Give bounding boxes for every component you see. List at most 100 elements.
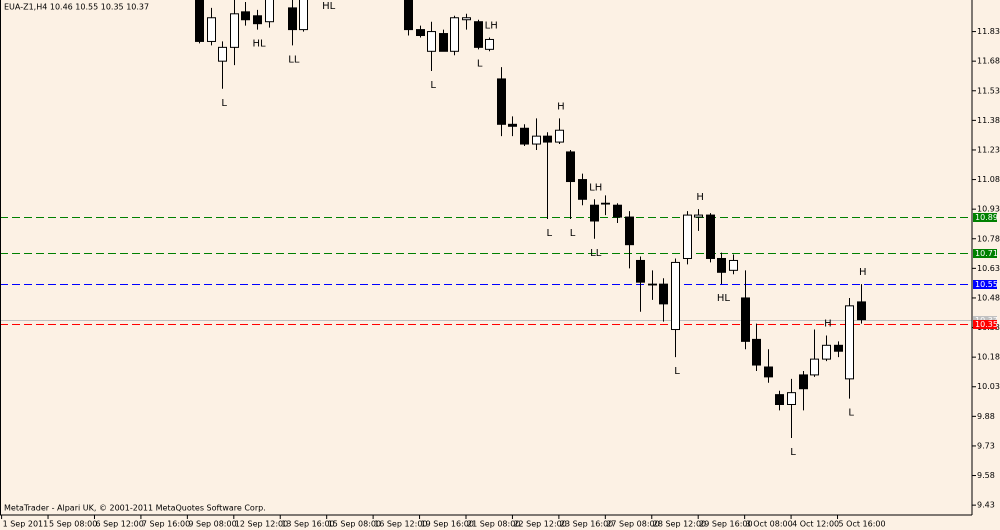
candle-body <box>764 366 773 378</box>
candle-body <box>218 46 227 62</box>
x-tick-label: 21 Sep 08:00 <box>467 520 520 529</box>
swing-label: LL <box>590 248 602 259</box>
candle-body <box>671 261 680 331</box>
candle-body <box>450 17 459 52</box>
y-tick-label: 9.58 <box>977 471 995 480</box>
candle-body <box>543 135 552 143</box>
swing-label: HL <box>717 293 731 304</box>
candle-body <box>497 78 506 125</box>
level-label: 10.35 <box>975 320 998 329</box>
y-tick-label: 11.08 <box>977 175 1000 184</box>
candle-body <box>601 202 610 205</box>
y-tick-label: 10.03 <box>977 382 1000 391</box>
level-tag <box>973 320 997 329</box>
swing-label: H <box>557 101 565 112</box>
candle-body <box>752 338 761 366</box>
chart-title: EUA-Z1,H4 10.46 10.55 10.35 10.37 <box>4 3 149 12</box>
x-tick-label: 13 Sep 16:00 <box>281 520 334 529</box>
candle-body <box>207 17 216 42</box>
swing-label: H <box>696 192 704 203</box>
level-tag <box>973 213 997 222</box>
y-tick-label: 11.38 <box>977 116 1000 125</box>
candle-body <box>427 31 436 52</box>
level-label: 10.55 <box>975 280 998 289</box>
candle-body <box>741 297 750 342</box>
level-tag <box>973 249 997 258</box>
candle-body <box>439 33 448 52</box>
candle-body <box>799 374 808 390</box>
candle-body <box>683 214 692 259</box>
y-tick-label: 11.83 <box>977 27 1000 36</box>
swing-label: L <box>570 228 576 239</box>
swing-label: HL <box>322 1 336 12</box>
x-tick-label: 4 Oct 12:00 <box>792 520 839 529</box>
candle-body <box>625 216 634 246</box>
swing-label: L <box>546 228 552 239</box>
candle-body <box>578 179 587 200</box>
candle-body <box>659 283 668 305</box>
footer: MetaTrader - Alpari UK, © 2001-2011 Meta… <box>4 504 266 513</box>
candle-body <box>706 214 715 259</box>
x-tick-label: 6 Sep 12:00 <box>95 520 143 529</box>
y-tick-label: 11.53 <box>977 86 1000 95</box>
x-tick-label: 5 Sep 08:00 <box>49 520 97 529</box>
candle-body <box>265 0 274 23</box>
candle-body <box>834 344 843 352</box>
candle-body <box>822 344 831 360</box>
candle-body <box>694 214 703 218</box>
y-tick-label: 10.93 <box>977 205 1000 214</box>
swing-label: L <box>848 408 854 419</box>
x-tick-label: 7 Sep 16:00 <box>142 520 190 529</box>
candle-body <box>485 38 494 50</box>
y-tick-label: 11.23 <box>977 145 1000 154</box>
candle-body <box>810 358 819 376</box>
candle-body <box>230 13 239 48</box>
candle-body <box>857 301 866 321</box>
candle-body <box>474 21 483 48</box>
y-tick-label: 11.68 <box>977 57 1000 66</box>
x-tick-label: 16 Sep 12:00 <box>374 520 427 529</box>
swing-label: H <box>859 267 867 278</box>
y-tick-label: 9.73 <box>977 441 995 450</box>
y-tick-label: 10.63 <box>977 264 1000 273</box>
candle-body <box>787 392 796 406</box>
candle-body <box>508 123 517 127</box>
y-tick-label: 10.78 <box>977 234 1000 243</box>
x-tick-label: 9 Sep 08:00 <box>188 520 236 529</box>
y-tick-label: 9.43 <box>977 501 995 510</box>
candle-body <box>520 127 529 145</box>
x-tick-label: 15 Sep 08:00 <box>328 520 381 529</box>
swing-label: L <box>477 58 483 69</box>
x-tick-label: 1 Sep 2011 <box>3 520 49 529</box>
swing-label: LL <box>288 54 300 65</box>
candle-body <box>416 29 425 37</box>
x-tick-label: 19 Sep 16:00 <box>421 520 474 529</box>
candle-body <box>462 17 471 21</box>
x-tick-label: 27 Sep 08:00 <box>606 520 659 529</box>
candle-body <box>717 257 726 273</box>
candle-body <box>648 283 657 286</box>
swing-label: L <box>221 98 227 109</box>
candle-body <box>404 0 413 31</box>
x-tick-label: 5 Oct 16:00 <box>839 520 886 529</box>
swing-label: L <box>790 447 796 458</box>
swing-label: L <box>430 80 436 91</box>
x-tick-label: 12 Sep 12:00 <box>235 520 288 529</box>
candle-body <box>195 0 204 42</box>
swing-label: H <box>824 318 832 329</box>
candle-body <box>613 204 622 218</box>
level-label: 10.71 <box>975 249 998 258</box>
x-tick-label: 29 Sep 16:00 <box>699 520 752 529</box>
x-tick-label: 23 Sep 16:00 <box>560 520 613 529</box>
candle-body <box>253 15 262 25</box>
candle-body <box>288 7 297 31</box>
candle-body <box>590 204 599 222</box>
candle-body <box>555 129 564 143</box>
candle-body <box>636 259 645 283</box>
y-tick-label: 10.18 <box>977 353 1000 362</box>
x-tick-label: 22 Sep 12:00 <box>513 520 566 529</box>
swing-label: L <box>674 366 680 377</box>
candle-body <box>775 394 784 406</box>
